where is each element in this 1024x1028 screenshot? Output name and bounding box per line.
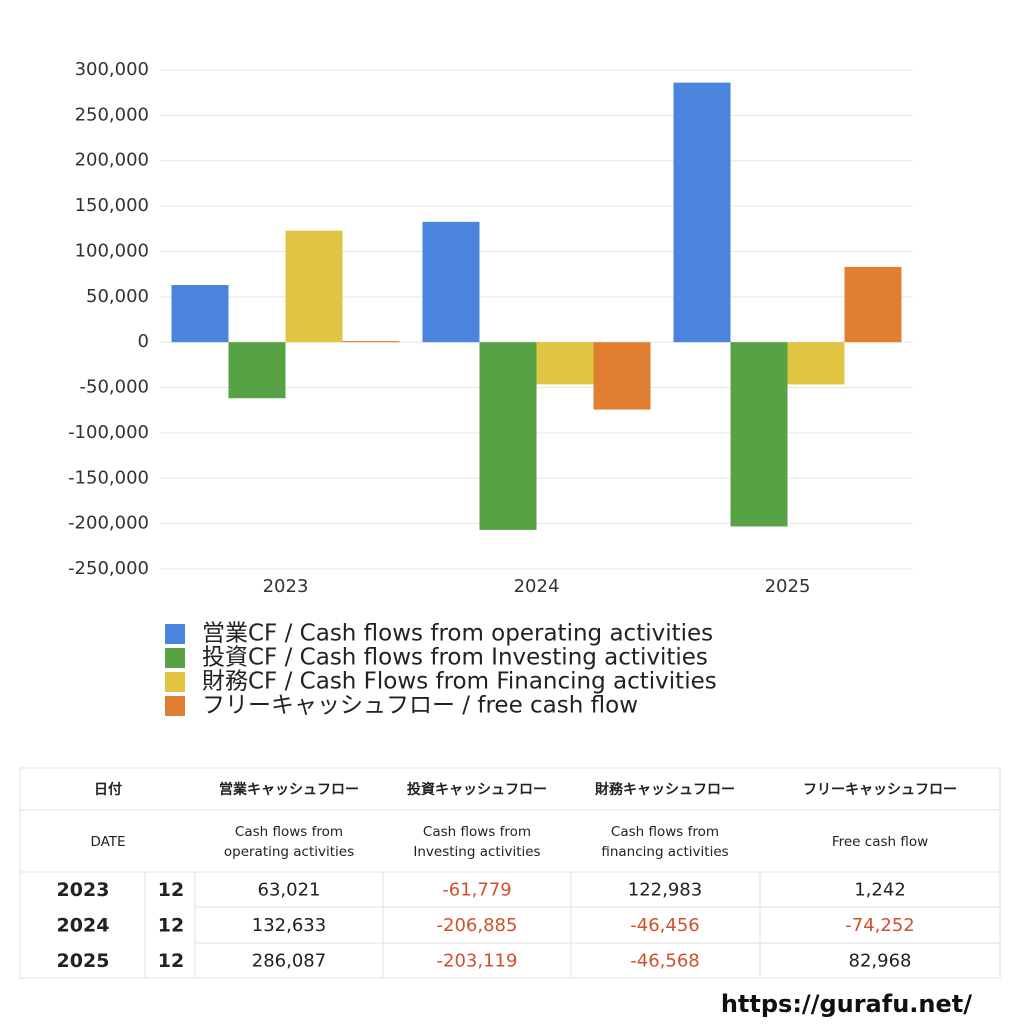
table-cell: 122,983 <box>628 880 702 901</box>
table-cell: 63,021 <box>258 880 321 901</box>
table-subheader: Cash flows from <box>423 824 531 840</box>
table-border <box>19 767 1001 979</box>
table-cell: 2025 <box>57 950 110 972</box>
y-tick-label: 150,000 <box>75 195 149 216</box>
y-tick-label: 250,000 <box>75 104 149 125</box>
x-tick-label: 2023 <box>263 576 309 597</box>
table-cell: 82,968 <box>849 951 912 972</box>
table-header: 財務キャッシュフロー <box>594 781 735 798</box>
table-cell: 12 <box>158 915 184 937</box>
y-tick-label: 200,000 <box>75 150 149 171</box>
x-tick-label: 2024 <box>514 576 560 597</box>
table-cell: 2024 <box>57 915 110 937</box>
bar <box>593 342 651 410</box>
bar <box>536 342 594 385</box>
bar <box>171 285 229 343</box>
table-cell: -206,885 <box>437 915 518 936</box>
table-subheader: Cash flows from <box>611 824 719 840</box>
legend-swatch <box>165 624 185 644</box>
table-cell: -74,252 <box>845 915 914 936</box>
bar <box>228 342 286 399</box>
y-tick-label: 100,000 <box>75 240 149 261</box>
table-header: 営業キャッシュフロー <box>219 781 359 798</box>
table-cell: 132,633 <box>252 915 326 936</box>
y-tick-label: 0 <box>138 331 149 352</box>
table-cell: 1,242 <box>854 880 906 901</box>
table-cell: 2023 <box>57 879 110 901</box>
table-subheader: Free cash flow <box>832 834 928 850</box>
legend-label: フリーキャッシュフロー / free cash flow <box>202 693 638 719</box>
legend-label: 投資CF / Cash flows from Investing activit… <box>202 645 708 671</box>
y-tick-label: -150,000 <box>68 467 149 488</box>
table-cell: 12 <box>158 879 184 901</box>
bar <box>787 342 845 385</box>
table-header: 投資キャッシュフロー <box>407 781 547 798</box>
bar <box>479 342 537 530</box>
bar <box>844 266 902 343</box>
table-header: フリーキャッシュフロー <box>803 782 957 798</box>
bar <box>285 230 343 343</box>
legend-swatch <box>165 648 185 668</box>
legend-swatch <box>165 672 185 692</box>
x-tick-label: 2025 <box>765 576 811 597</box>
y-tick-label: -100,000 <box>68 422 149 443</box>
y-tick-label: -50,000 <box>80 377 149 398</box>
site-url: https://gurafu.net/ <box>721 990 972 1018</box>
table-subheader: financing activities <box>601 844 728 860</box>
y-tick-label: 300,000 <box>75 59 149 80</box>
table-cell: -203,119 <box>437 951 518 972</box>
table-subheader: operating activities <box>224 844 354 860</box>
bar <box>730 342 788 527</box>
table-cell: 12 <box>158 950 184 972</box>
legend-label: 財務CF / Cash Flows from Financing activit… <box>202 669 717 695</box>
bar <box>673 82 731 343</box>
table-cell: 286,087 <box>252 951 326 972</box>
table-cell: -46,456 <box>630 915 699 936</box>
table-cell: -46,568 <box>630 951 699 972</box>
legend-label: 営業CF / Cash flows from operating activit… <box>202 621 713 647</box>
table-subheader: DATE <box>90 834 125 850</box>
table-header: 日付 <box>94 781 122 798</box>
table-cell: -61,779 <box>442 880 511 901</box>
bar <box>342 341 400 343</box>
bar <box>422 221 480 343</box>
y-tick-label: 50,000 <box>86 286 149 307</box>
table-subheader: Investing activities <box>413 844 540 860</box>
y-tick-label: -200,000 <box>68 513 149 534</box>
legend-swatch <box>165 696 185 716</box>
y-tick-label: -250,000 <box>68 558 149 579</box>
table-subheader: Cash flows from <box>235 824 343 840</box>
